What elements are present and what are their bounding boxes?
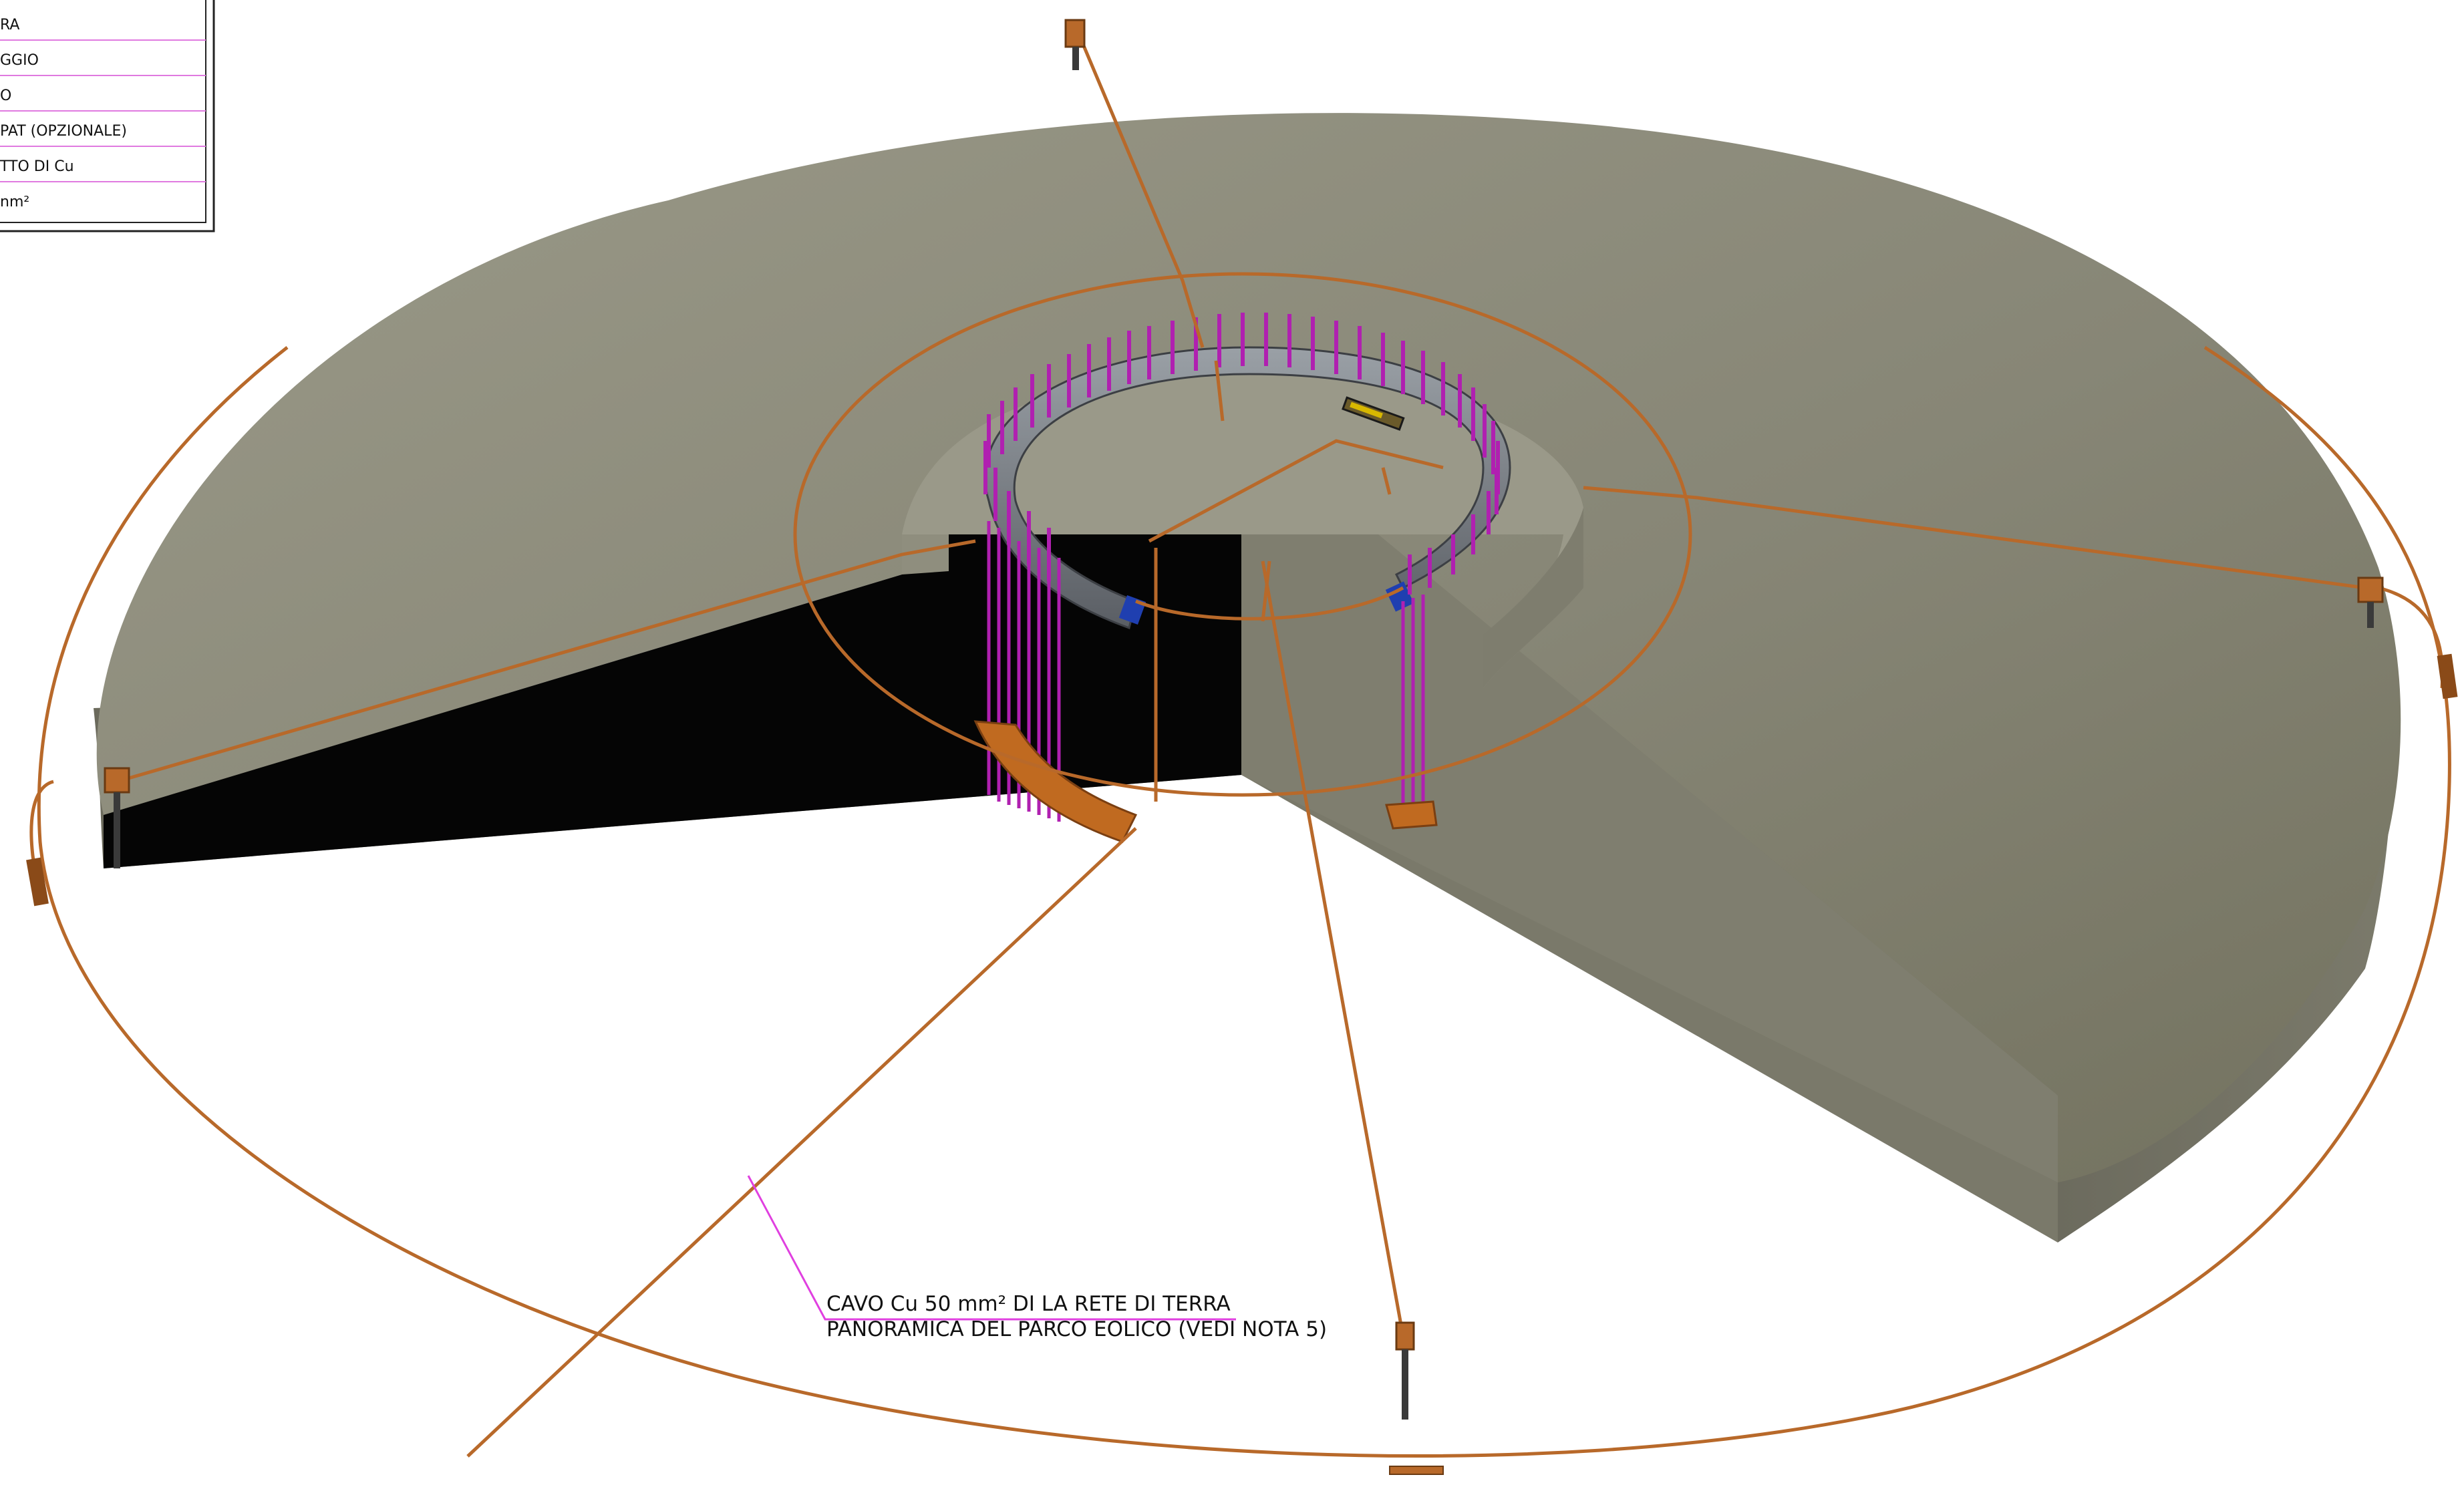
pedestal-top (902, 374, 1583, 688)
ground-rod-north (1064, 19, 1086, 70)
legend-row: GGIO (0, 52, 39, 69)
intermediate-ground-ring (793, 272, 1692, 797)
foundation-slab (94, 113, 2401, 1243)
ground-rod-south (1389, 1321, 1444, 1475)
cable-annotation: CAVO Cu 50 mm² DI LA RETE DI TERRA PANOR… (747, 1175, 1327, 1341)
outer-ground-ring (37, 345, 2451, 1458)
legend-box: RA GGIO O PAT (OPZIONALE) TTO DI Cu nm² (0, 0, 215, 232)
legend-row: O (0, 88, 11, 104)
annotation-leader (747, 1175, 1236, 1321)
pedestal-side (1483, 508, 1583, 688)
annotation-line-2: PANORAMICA DEL PARCO EOLICO (VEDI NOTA 5… (826, 1317, 1327, 1341)
radial-conductor-east (1583, 486, 2366, 590)
radial-conductor-south (1261, 560, 1405, 1337)
copper-conductors (29, 26, 2451, 1458)
slab-section-cut (104, 501, 1241, 868)
inner-ground-loop (1135, 586, 1404, 621)
legend-row: PAT (OPZIONALE) (0, 123, 127, 140)
pedestal (902, 374, 1583, 688)
internal-conductor (1148, 439, 1444, 543)
legend-row: TTO DI Cu (0, 158, 74, 175)
internal-conductor (1381, 467, 1392, 495)
ring-flange (984, 346, 1511, 629)
radial-conductor-north (1074, 26, 1205, 348)
cable-clamp (26, 857, 49, 906)
bottom-anchor-plate (1385, 800, 1438, 830)
park-ground-cable (466, 827, 1137, 1458)
internal-conductor (1214, 360, 1225, 422)
cable-clamp (2437, 653, 2458, 699)
annotation-line-1: CAVO Cu 50 mm² DI LA RETE DI TERRA (826, 1292, 1231, 1316)
ground-rod-east (2357, 576, 2384, 628)
legend-row: RA (0, 17, 19, 33)
legend-inner-frame (0, 0, 206, 223)
internal-conductor (1261, 560, 1271, 622)
ring-end-cap (1385, 581, 1414, 612)
radial-conductor-west (116, 539, 976, 784)
legend-frame (0, 0, 215, 232)
ground-rod-west (104, 767, 130, 868)
legend-row: nm² (0, 194, 29, 210)
